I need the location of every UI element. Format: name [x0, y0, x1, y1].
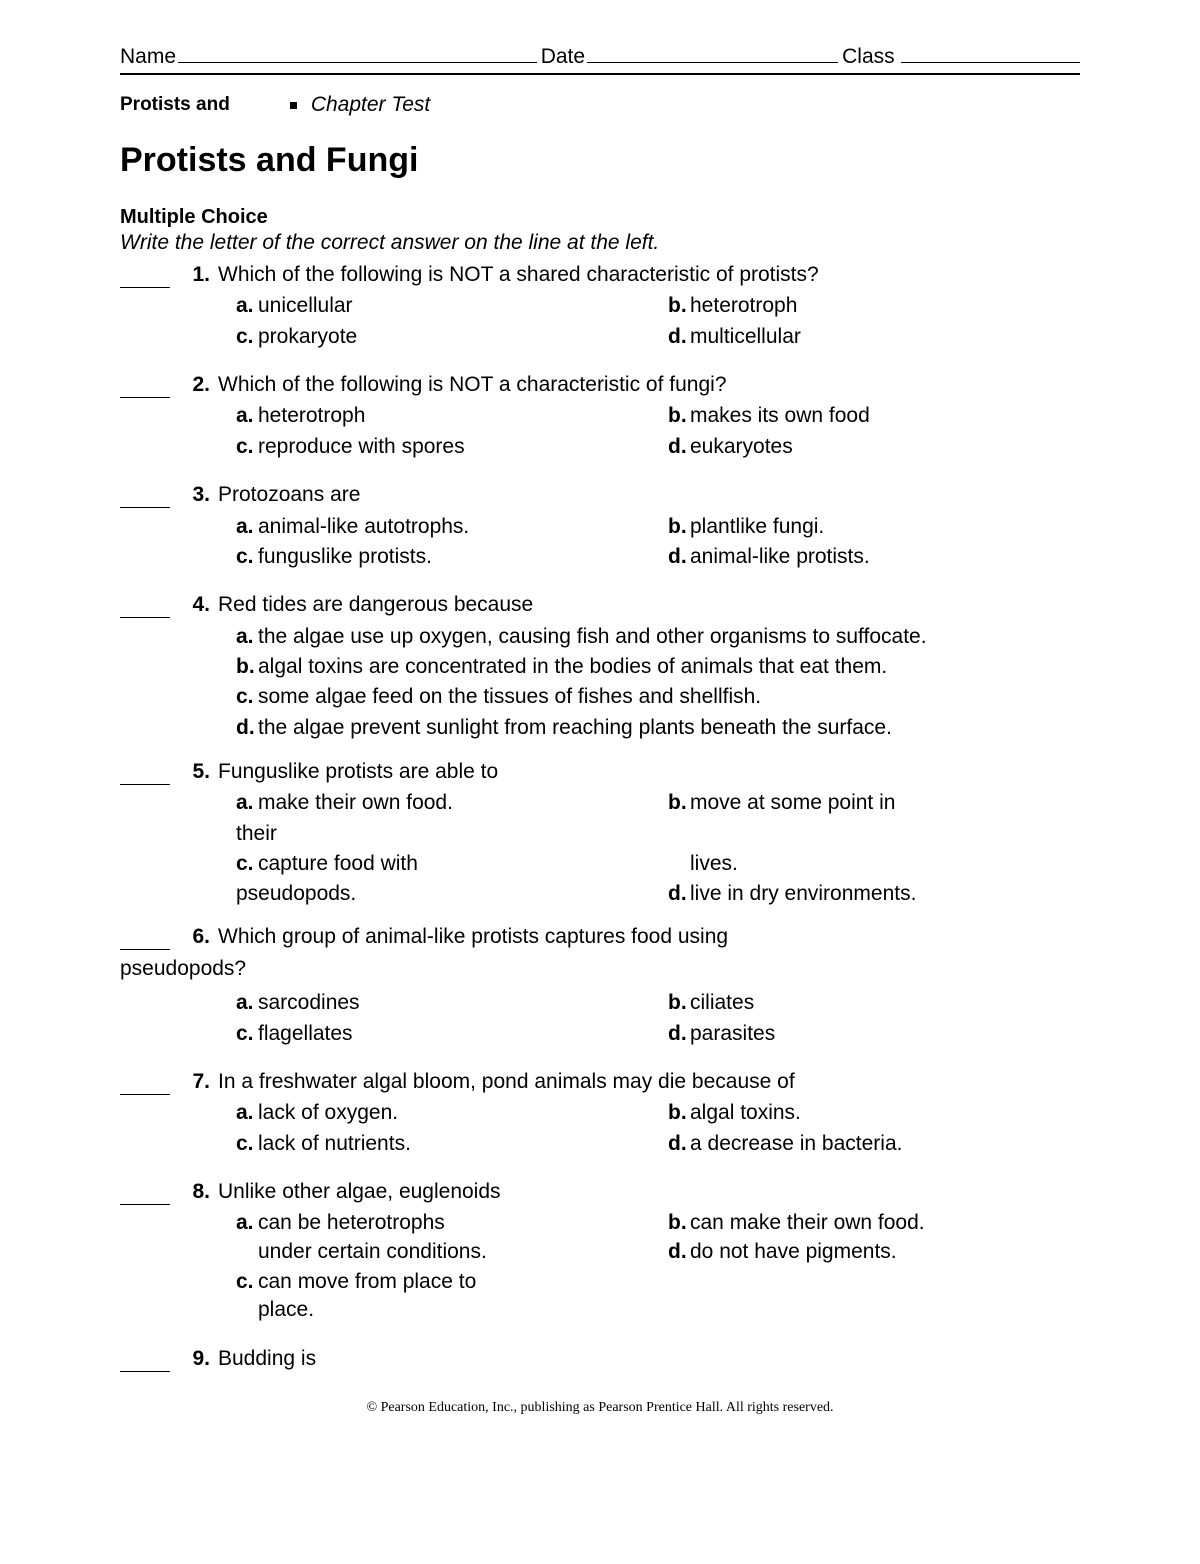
choice-c-cont: pseudopods. [236, 880, 648, 908]
question-number: 8. [182, 1178, 210, 1325]
answer-blank[interactable] [120, 375, 170, 398]
question-number: 5. [182, 758, 210, 909]
question-7: 7. In a freshwater algal bloom, pond ani… [120, 1068, 1080, 1158]
chapter-right: Chapter Test [290, 93, 430, 117]
name-blank[interactable] [178, 40, 537, 63]
choice-b: b.ciliates [668, 989, 1080, 1017]
name-label: Name [120, 45, 176, 69]
choice-a: a.make their own food. [236, 789, 648, 817]
choice-d: d.animal-like protists. [668, 543, 1080, 571]
choice-c: c.reproduce with spores [236, 433, 648, 461]
choice-b-cont: their [236, 820, 648, 848]
answer-blank[interactable] [120, 927, 170, 950]
answer-blank[interactable] [120, 762, 170, 785]
choice-b: b.heterotroph [668, 292, 1080, 320]
question-number: 2. [182, 371, 210, 461]
question-number: 1. [182, 261, 210, 351]
class-blank[interactable] [901, 40, 1080, 63]
choice-d: d.parasites [668, 1020, 1080, 1048]
question-stem: Protozoans are [218, 481, 1080, 509]
question-number: 9. [182, 1345, 210, 1376]
class-label: Class [842, 45, 895, 69]
choice-c: c.some algae feed on the tissues of fish… [236, 683, 1080, 711]
choice-c: c.lack of nutrients. [236, 1130, 648, 1158]
choice-b: b.plantlike fungi. [668, 513, 1080, 541]
chapter-left: Protists and [120, 94, 230, 116]
answer-blank[interactable] [120, 485, 170, 508]
question-4: 4. Red tides are dangerous because a.the… [120, 591, 1080, 744]
footer-copyright: © Pearson Education, Inc., publishing as… [120, 1400, 1080, 1416]
choice-b: b.can make their own food. [668, 1209, 1080, 1237]
choice-a: a.can be heterotrophs under certain cond… [236, 1209, 496, 1266]
answer-blank[interactable] [120, 595, 170, 618]
header-fields: Name Date Class [120, 40, 1080, 75]
answer-blank[interactable] [120, 1349, 170, 1372]
choice-a: a.unicellular [236, 292, 648, 320]
date-label: Date [541, 45, 585, 69]
section-heading: Multiple Choice [120, 206, 1080, 229]
choice-a: a.lack of oxygen. [236, 1099, 648, 1127]
choice-c: c.flagellates [236, 1020, 648, 1048]
date-blank[interactable] [587, 40, 838, 63]
choice-a: a.the algae use up oxygen, causing fish … [236, 623, 1080, 651]
question-stem: Which group of animal-like protists capt… [218, 923, 1080, 951]
choice-b: b.algal toxins. [668, 1099, 1080, 1127]
choice-c: c.prokaryote [236, 323, 648, 351]
choice-b: b.move at some point in [668, 789, 1080, 817]
choice-c: c.can move from place to place. [236, 1268, 496, 1325]
question-stem: Unlike other algae, euglenoids [218, 1178, 1080, 1206]
question-number: 7. [182, 1068, 210, 1158]
bullet-icon [290, 102, 297, 109]
answer-blank[interactable] [120, 265, 170, 288]
choice-d: d.live in dry environments. [668, 880, 1080, 908]
question-number: 3. [182, 481, 210, 571]
answer-blank[interactable] [120, 1072, 170, 1095]
choice-b: b.makes its own food [668, 402, 1080, 430]
question-stem: Budding is [218, 1345, 1080, 1373]
question-stem: In a freshwater algal bloom, pond animal… [218, 1068, 1080, 1096]
choice-a: a.sarcodines [236, 989, 648, 1017]
question-9: 9. Budding is [120, 1345, 1080, 1376]
question-number: 6. [182, 923, 210, 955]
question-5: 5. Funguslike protists are able to a.mak… [120, 758, 1080, 909]
choice-b-cont2: lives. [668, 850, 1080, 878]
chapter-test-label: Chapter Test [311, 93, 430, 117]
question-stem-cont: pseudopods? [120, 955, 1080, 983]
question-stem: Funguslike protists are able to [218, 758, 1080, 786]
choice-d: d.a decrease in bacteria. [668, 1130, 1080, 1158]
choice-a: a.animal-like autotrophs. [236, 513, 648, 541]
choice-d: d.eukaryotes [668, 433, 1080, 461]
question-number: 4. [182, 591, 210, 744]
choice-d: d.the algae prevent sunlight from reachi… [236, 714, 1080, 742]
choice-c: c.capture food with [236, 850, 648, 878]
question-8: 8. Unlike other algae, euglenoids a.can … [120, 1178, 1080, 1325]
choice-c: c.funguslike protists. [236, 543, 648, 571]
choice-b: b.algal toxins are concentrated in the b… [236, 653, 1080, 681]
choice-d: d.multicellular [668, 323, 1080, 351]
question-stem: Which of the following is NOT a shared c… [218, 261, 1080, 289]
answer-blank[interactable] [120, 1182, 170, 1205]
question-stem: Red tides are dangerous because [218, 591, 1080, 619]
question-2: 2. Which of the following is NOT a chara… [120, 371, 1080, 461]
question-3: 3. Protozoans are a.animal-like autotrop… [120, 481, 1080, 571]
question-1: 1. Which of the following is NOT a share… [120, 261, 1080, 351]
choice-d: d.do not have pigments. [668, 1238, 1080, 1266]
instructions: Write the letter of the correct answer o… [120, 231, 1080, 255]
question-6: 6. Which group of animal-like protists c… [120, 923, 1080, 1048]
chapter-row: Protists and Chapter Test [120, 93, 1080, 117]
page-title: Protists and Fungi [120, 141, 1080, 180]
question-stem: Which of the following is NOT a characte… [218, 371, 1080, 399]
choice-a: a.heterotroph [236, 402, 648, 430]
